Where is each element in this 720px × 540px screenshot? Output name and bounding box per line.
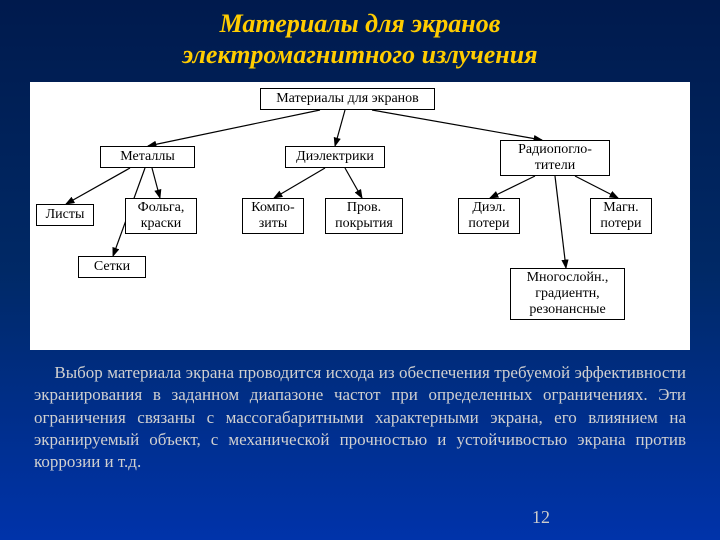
- node-foil: Фольга, краски: [125, 198, 197, 234]
- edge-metals-foil: [152, 168, 160, 198]
- node-magloss: Магн. потери: [590, 198, 652, 234]
- edge-metals-sheets: [66, 168, 130, 204]
- edge-radio-dielloss: [490, 176, 535, 198]
- edge-root-radio: [372, 110, 542, 140]
- node-radio: Радиопогло- тители: [500, 140, 610, 176]
- node-coatings: Пров. покрытия: [325, 198, 403, 234]
- title-line-1: Материалы для экранов: [220, 9, 501, 38]
- slide-title: Материалы для экранов электромагнитного …: [0, 0, 720, 74]
- node-grids: Сетки: [78, 256, 146, 278]
- edge-root-dielectrics: [335, 110, 345, 146]
- node-sheets: Листы: [36, 204, 94, 226]
- edge-radio-magloss: [575, 176, 618, 198]
- node-dielectrics: Диэлектрики: [285, 146, 385, 168]
- edge-dielectrics-composites: [274, 168, 325, 198]
- edge-dielectrics-coatings: [345, 168, 362, 198]
- node-root: Материалы для экранов: [260, 88, 435, 110]
- title-line-2: электромагнитного излучения: [182, 40, 537, 69]
- body-paragraph: Выбор материала экрана проводится исхода…: [0, 358, 720, 472]
- page-number: 12: [532, 507, 550, 528]
- node-composites: Компо- зиты: [242, 198, 304, 234]
- node-metals: Металлы: [100, 146, 195, 168]
- tree-diagram: Материалы для экранов Металлы Диэлектрики Р…: [30, 82, 690, 350]
- edge-root-metals: [148, 110, 320, 146]
- node-multilayer: Многослойн., градиентн, резонансные: [510, 268, 625, 320]
- node-dielloss: Диэл. потери: [458, 198, 520, 234]
- edge-radio-multilayer: [555, 176, 566, 268]
